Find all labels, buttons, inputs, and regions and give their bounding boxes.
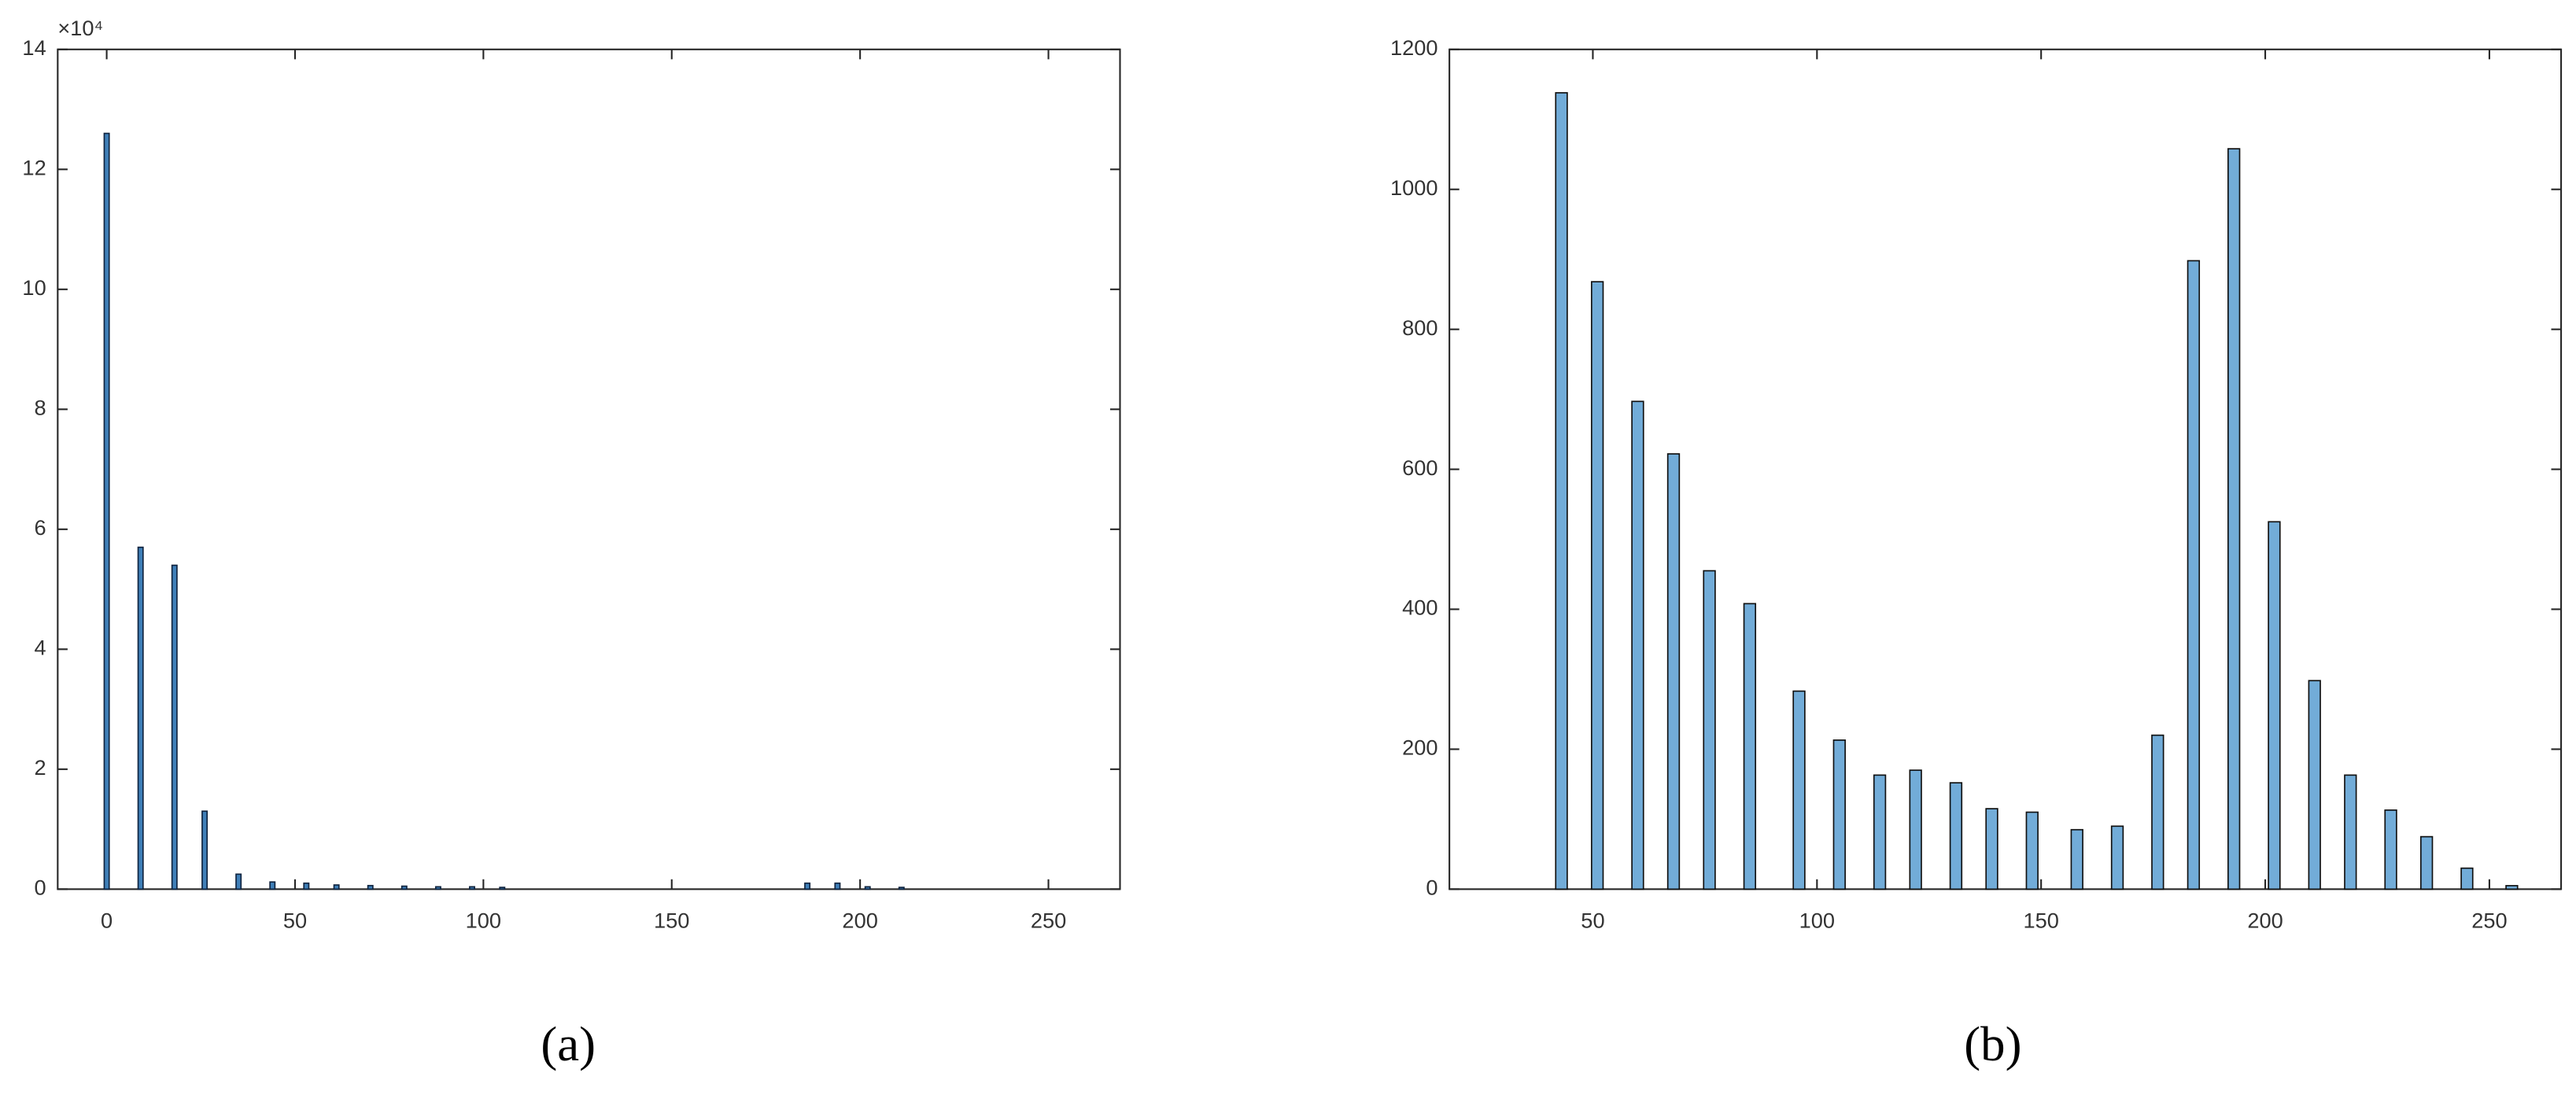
x-tick-label: 100 bbox=[1799, 908, 1835, 932]
bar bbox=[434, 886, 441, 890]
bar bbox=[2151, 734, 2165, 890]
x-tick-label: 150 bbox=[654, 908, 689, 932]
bar bbox=[864, 886, 871, 890]
bar bbox=[2419, 835, 2434, 890]
y-tick-label: 6 bbox=[35, 515, 46, 540]
bar bbox=[171, 564, 178, 890]
y-tick-label: 10 bbox=[22, 275, 46, 300]
x-tick-label: 50 bbox=[1581, 908, 1604, 932]
bar bbox=[303, 882, 310, 890]
bar bbox=[834, 882, 841, 890]
bar bbox=[499, 887, 506, 890]
y-tick-label: 8 bbox=[35, 396, 46, 420]
x-tick-label: 200 bbox=[842, 908, 877, 932]
bar bbox=[2268, 521, 2281, 890]
y-tick-label: 200 bbox=[1402, 736, 1437, 760]
x-tick-label: 150 bbox=[2023, 908, 2058, 932]
bar bbox=[2070, 828, 2083, 890]
bar bbox=[1832, 739, 1846, 890]
bar bbox=[269, 881, 276, 890]
bar bbox=[2505, 885, 2519, 890]
bar bbox=[2227, 148, 2241, 890]
x-tick-label: 0 bbox=[101, 908, 113, 932]
y-tick-label: 0 bbox=[1426, 876, 1437, 900]
bar bbox=[1909, 769, 1922, 890]
caption: (a) bbox=[541, 1016, 596, 1071]
x-tick-label: 100 bbox=[466, 908, 501, 932]
bar bbox=[2308, 680, 2321, 890]
x-tick-label: 200 bbox=[2247, 908, 2283, 932]
y-tick-label: 14 bbox=[22, 35, 46, 60]
y-tick-label: 2 bbox=[35, 755, 46, 780]
bar bbox=[137, 546, 144, 890]
y-tick-label: 4 bbox=[35, 636, 46, 660]
plot-area bbox=[1449, 48, 2563, 890]
x-tick-label: 50 bbox=[283, 908, 307, 932]
bar bbox=[103, 132, 110, 890]
x-tick-label: 250 bbox=[1031, 908, 1066, 932]
bar bbox=[1873, 774, 1887, 890]
bar bbox=[2187, 260, 2201, 890]
bar bbox=[2344, 774, 2357, 890]
bar bbox=[333, 884, 340, 890]
bar bbox=[201, 810, 209, 890]
caption: (b) bbox=[1964, 1016, 2021, 1071]
y-tick-label: 400 bbox=[1402, 595, 1437, 620]
bar bbox=[1985, 808, 1998, 890]
bar bbox=[1631, 400, 1644, 890]
bar bbox=[367, 884, 374, 890]
bar bbox=[1743, 603, 1757, 890]
y-tick-label: 1200 bbox=[1390, 35, 1438, 60]
bar bbox=[1666, 453, 1681, 890]
bar bbox=[400, 885, 408, 890]
bar bbox=[1590, 281, 1604, 890]
y-tick-label: 800 bbox=[1402, 315, 1437, 340]
bar bbox=[469, 886, 475, 890]
bar bbox=[2384, 809, 2397, 890]
bar bbox=[1792, 690, 1806, 890]
x-tick-label: 250 bbox=[2471, 908, 2507, 932]
bar bbox=[235, 873, 242, 890]
bar bbox=[1555, 92, 1568, 890]
bar bbox=[1703, 570, 1716, 890]
bar bbox=[1949, 782, 1963, 890]
y-tick-label: 0 bbox=[35, 876, 46, 900]
y-tick-label: 1000 bbox=[1390, 175, 1438, 200]
bar bbox=[2025, 811, 2039, 890]
y-multiplier: ×10⁴ bbox=[57, 16, 103, 40]
y-tick-label: 12 bbox=[22, 155, 46, 179]
bar bbox=[804, 882, 811, 890]
plot-area bbox=[57, 48, 1121, 890]
bar bbox=[2460, 867, 2474, 890]
y-tick-label: 600 bbox=[1402, 455, 1437, 480]
bar bbox=[2110, 825, 2124, 890]
bar bbox=[898, 887, 905, 890]
